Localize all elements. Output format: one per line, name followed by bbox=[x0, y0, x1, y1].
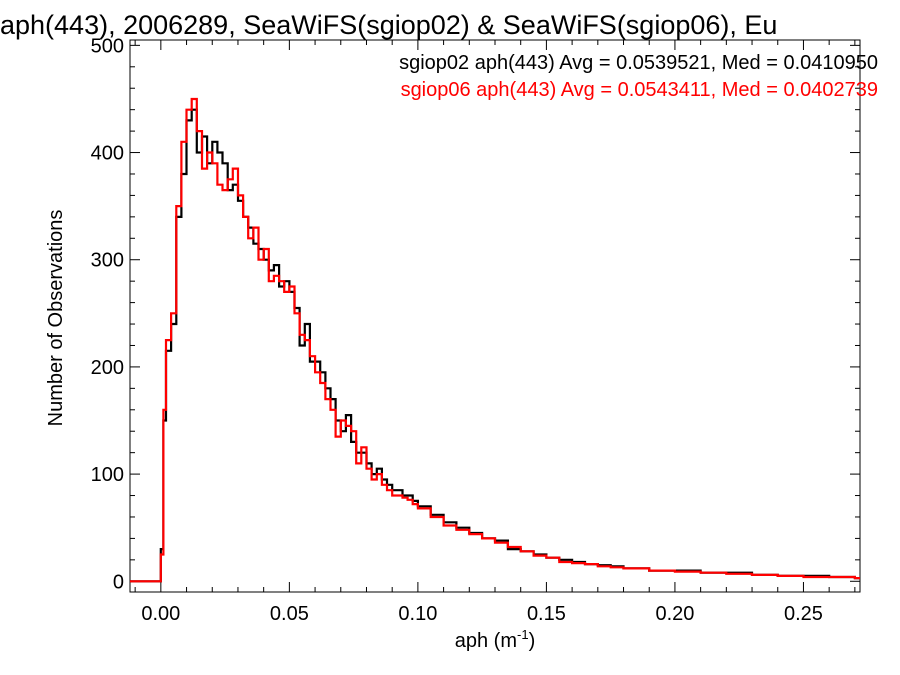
x-tick-label: 0.05 bbox=[270, 603, 309, 625]
plot-area-border bbox=[129, 39, 861, 593]
y-tick-label: 200 bbox=[91, 357, 124, 379]
x-axis-label-superscript: -1 bbox=[517, 627, 529, 642]
x-tick-label: 0.15 bbox=[527, 603, 566, 625]
chart-title: aph(443), 2006289, SeaWiFS(sgiop02) & Se… bbox=[0, 10, 777, 40]
x-axis-ticks: 0.00 0.05 0.10 0.15 0.20 0.25 bbox=[134, 40, 856, 625]
histogram-series-sgiop02 bbox=[130, 108, 860, 583]
x-tick-label: 0.10 bbox=[398, 603, 437, 625]
x-tick-label: 0.20 bbox=[655, 603, 694, 625]
x-axis-label: aph (m-1) bbox=[455, 627, 535, 652]
y-axis-ticks: 0 100 200 300 400 500 bbox=[91, 35, 860, 593]
annotation-sgiop02-stats: sgiop02 aph(443) Avg = 0.0539521, Med = … bbox=[399, 52, 878, 74]
y-axis-label: Number of Observations bbox=[45, 210, 67, 427]
x-axis-label-main: aph (m bbox=[455, 630, 517, 652]
x-axis-label-close: ) bbox=[529, 630, 536, 652]
plot-frame bbox=[129, 39, 861, 593]
y-tick-label: 100 bbox=[91, 464, 124, 486]
annotation-sgiop06-stats: sgiop06 aph(443) Avg = 0.0543411, Med = … bbox=[401, 79, 878, 101]
y-tick-label: 400 bbox=[91, 143, 124, 165]
y-tick-label: 300 bbox=[91, 250, 124, 272]
histogram-series-sgiop06 bbox=[130, 97, 860, 583]
x-tick-label: 0.25 bbox=[784, 603, 823, 625]
y-tick-label: 0 bbox=[113, 571, 124, 593]
series-layer bbox=[130, 97, 860, 583]
x-tick-label: 0.00 bbox=[141, 603, 180, 625]
y-tick-label: 500 bbox=[91, 35, 124, 57]
